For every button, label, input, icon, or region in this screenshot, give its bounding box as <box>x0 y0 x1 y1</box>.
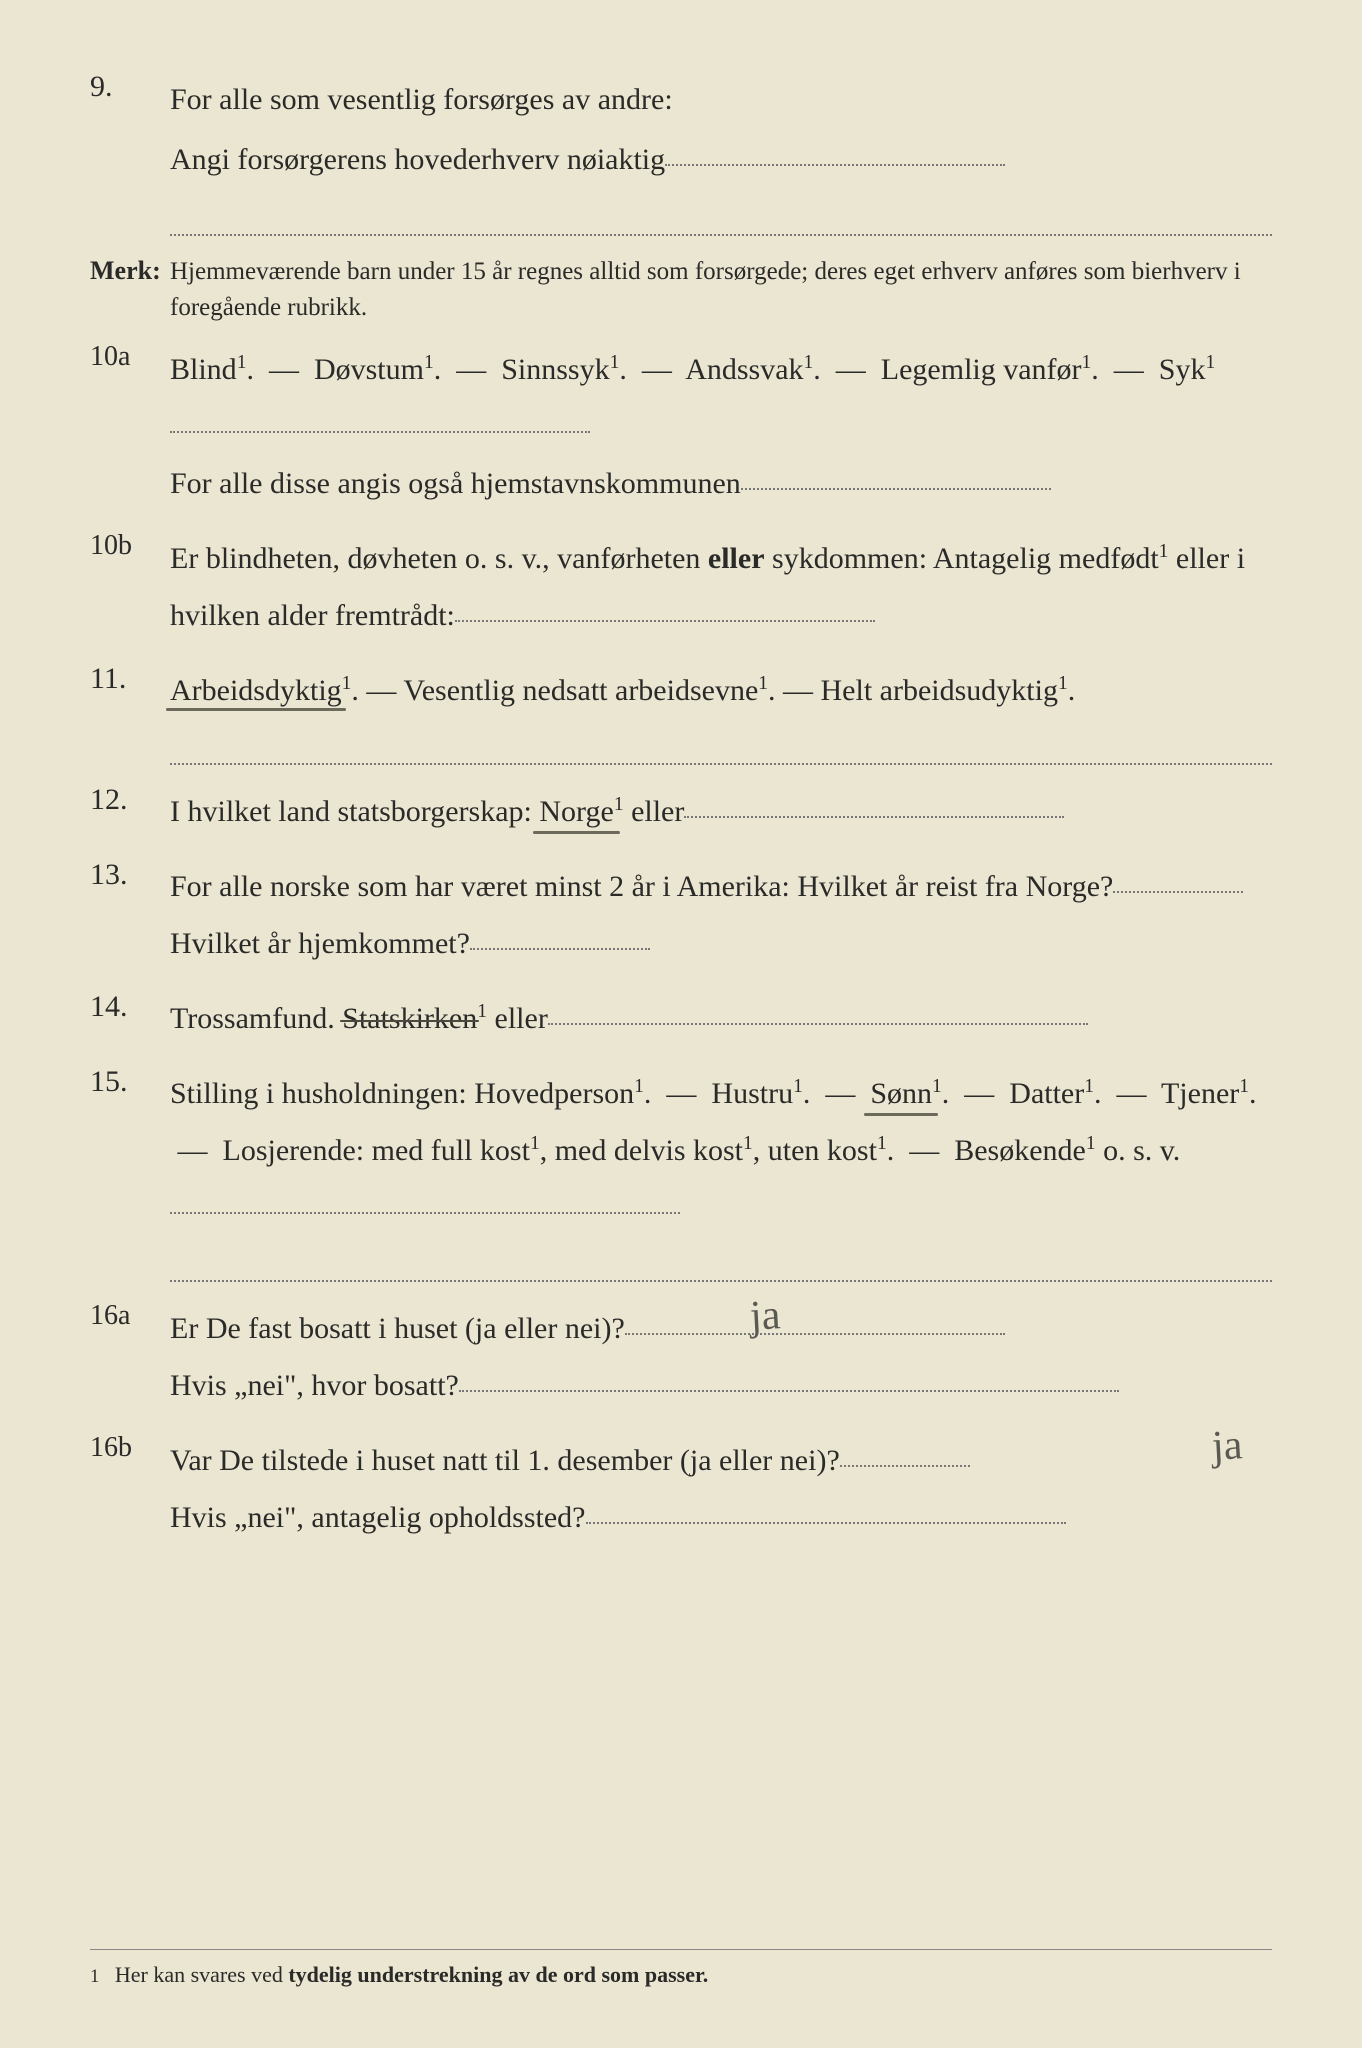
q15-text1: Stilling i husholdningen: <box>170 1077 474 1110</box>
q16b-blank2 <box>586 1522 1066 1524</box>
q12-eller: eller <box>624 795 685 828</box>
q9-body: For alle som vesentlig forsørges av andr… <box>170 70 1272 236</box>
q10a-blank1 <box>170 431 590 433</box>
q16b-text2: Hvis „nei", antagelig opholdssted? <box>170 1501 586 1534</box>
q14-text1: Trossamfund. <box>170 1002 342 1035</box>
q15-blank-line <box>170 1244 1272 1282</box>
q13-number: 13. <box>90 858 170 892</box>
question-13: 13. For alle norske som har været minst … <box>90 858 1272 972</box>
q10a-line2: For alle disse angis også hjemstavnskomm… <box>170 467 741 500</box>
q9-blank <box>665 164 1005 166</box>
merk-label: Merk: <box>90 254 170 286</box>
q10a-opt6: Syk <box>1159 353 1206 386</box>
q15-losj: Losjerende: med full kost <box>223 1134 530 1167</box>
q16b-text1: Var De tilstede i huset natt til 1. dese… <box>170 1444 840 1477</box>
q10a-blank2 <box>741 488 1051 490</box>
q12-blank <box>684 816 1064 818</box>
q16a-text2: Hvis „nei", hvor bosatt? <box>170 1369 459 1402</box>
q14-body: Trossamfund. Statskirken1 eller <box>170 990 1272 1047</box>
q16b-body: Var De tilstede i huset natt til 1. dese… <box>170 1432 1272 1546</box>
q13-text2: Hvilket år hjemkommet? <box>170 927 470 960</box>
q13-blank1 <box>1113 891 1243 893</box>
q11-number: 11. <box>90 662 170 696</box>
q10a-body: Blind1. — Døvstum1. — Sinnssyk1. — Andss… <box>170 341 1272 512</box>
q15-opt2: Hustru <box>711 1077 793 1110</box>
question-10a: 10a Blind1. — Døvstum1. — Sinnssyk1. — A… <box>90 341 1272 512</box>
q15-opt5: Tjener <box>1161 1077 1239 1110</box>
q16b-blank1 <box>840 1465 970 1467</box>
footnote-marker: 1 <box>90 1966 99 1987</box>
q15-opt3: Sønn <box>870 1077 932 1110</box>
q14-blank <box>548 1023 1088 1025</box>
q12-norge: Norge <box>539 795 613 828</box>
q11-body: Arbeidsdyktig1. — Vesentlig nedsatt arbe… <box>170 662 1272 765</box>
q11-opt1: Arbeidsdyktig <box>170 674 342 707</box>
q10a-opt2: Døvstum <box>314 353 424 386</box>
q16b-number: 16b <box>90 1432 170 1464</box>
q15-delvis: , med delvis kost <box>540 1134 743 1167</box>
q15-body: Stilling i husholdningen: Hovedperson1. … <box>170 1065 1272 1282</box>
q10b-body: Er blindheten, døvheten o. s. v., vanfør… <box>170 530 1272 644</box>
footnote-text1: Her kan svares ved <box>115 1962 289 1987</box>
question-12: 12. I hvilket land statsborgerskap: Norg… <box>90 783 1272 840</box>
q11-opt3: Helt arbeidsudyktig <box>821 674 1058 707</box>
q10a-opt3: Sinnssyk <box>501 353 609 386</box>
q16a-blank1 <box>625 1333 1005 1335</box>
q11-opt2: Vesentlig nedsatt arbeidsevne <box>403 674 758 707</box>
q16a-body: Er De fast bosatt i huset (ja eller nei)… <box>170 1300 1272 1414</box>
q15-number: 15. <box>90 1065 170 1099</box>
question-16a: 16a Er De fast bosatt i huset (ja eller … <box>90 1300 1272 1414</box>
merk-note: Merk: Hjemmeværende barn under 15 år reg… <box>90 254 1272 327</box>
q14-eller: eller <box>487 1002 548 1035</box>
q9-blank-line <box>170 198 1272 236</box>
q16a-blank2 <box>459 1390 1119 1392</box>
question-9: 9. For alle som vesentlig forsørges av a… <box>90 70 1272 236</box>
q10b-number: 10b <box>90 530 170 562</box>
q10b-bold1: eller <box>708 542 765 575</box>
q12-text: I hvilket land statsborgerskap: <box>170 795 539 828</box>
question-11: 11. Arbeidsdyktig1. — Vesentlig nedsatt … <box>90 662 1272 765</box>
q10a-opt1: Blind <box>170 353 237 386</box>
q16a-text1: Er De fast bosatt i huset (ja eller nei)… <box>170 1312 625 1345</box>
q15-osv: o. s. v. <box>1096 1134 1181 1167</box>
question-10b: 10b Er blindheten, døvheten o. s. v., va… <box>90 530 1272 644</box>
q9-number: 9. <box>90 70 170 104</box>
q10a-opt4: Andssvak <box>685 353 803 386</box>
question-16b: 16b Var De tilstede i huset natt til 1. … <box>90 1432 1272 1546</box>
q16b-answer: ja <box>1210 1421 1243 1471</box>
q15-blank <box>170 1212 680 1214</box>
q11-blank-line <box>170 727 1272 765</box>
q13-blank2 <box>470 948 650 950</box>
q10a-number: 10a <box>90 341 170 373</box>
q14-number: 14. <box>90 990 170 1024</box>
footnote: 1 Her kan svares ved tydelig understrekn… <box>90 1949 1272 1988</box>
question-14: 14. Trossamfund. Statskirken1 eller <box>90 990 1272 1047</box>
merk-text: Hjemmeværende barn under 15 år regnes al… <box>170 254 1272 327</box>
q15-uten: , uten kost <box>753 1134 877 1167</box>
q16a-number: 16a <box>90 1300 170 1332</box>
question-15: 15. Stilling i husholdningen: Hovedperso… <box>90 1065 1272 1282</box>
q15-opt1: Hovedperson <box>474 1077 634 1110</box>
q14-statskirken: Statskirken <box>342 1002 477 1035</box>
q12-body: I hvilket land statsborgerskap: Norge1 e… <box>170 783 1272 840</box>
q9-line2: Angi forsørgerens hovederhverv nøiaktig <box>170 143 665 176</box>
q10a-opt5: Legemlig vanfør <box>881 353 1082 386</box>
q15-opt4: Datter <box>1009 1077 1084 1110</box>
q16a-answer: ja <box>749 1291 782 1341</box>
q13-body: For alle norske som har været minst 2 år… <box>170 858 1272 972</box>
document-page: 9. For alle som vesentlig forsørges av a… <box>0 0 1362 2048</box>
q10b-part2: sykdommen: Antagelig medfødt <box>765 542 1159 575</box>
q12-number: 12. <box>90 783 170 817</box>
footnote-bold: tydelig understrekning av de ord som pas… <box>288 1962 708 1987</box>
q15-besok: Besøkende <box>954 1134 1086 1167</box>
q13-text1: For alle norske som har været minst 2 år… <box>170 870 1113 903</box>
q9-line1: For alle som vesentlig forsørges av andr… <box>170 83 673 116</box>
q10b-part1: Er blindheten, døvheten o. s. v., vanfør… <box>170 542 708 575</box>
q10b-blank <box>455 620 875 622</box>
